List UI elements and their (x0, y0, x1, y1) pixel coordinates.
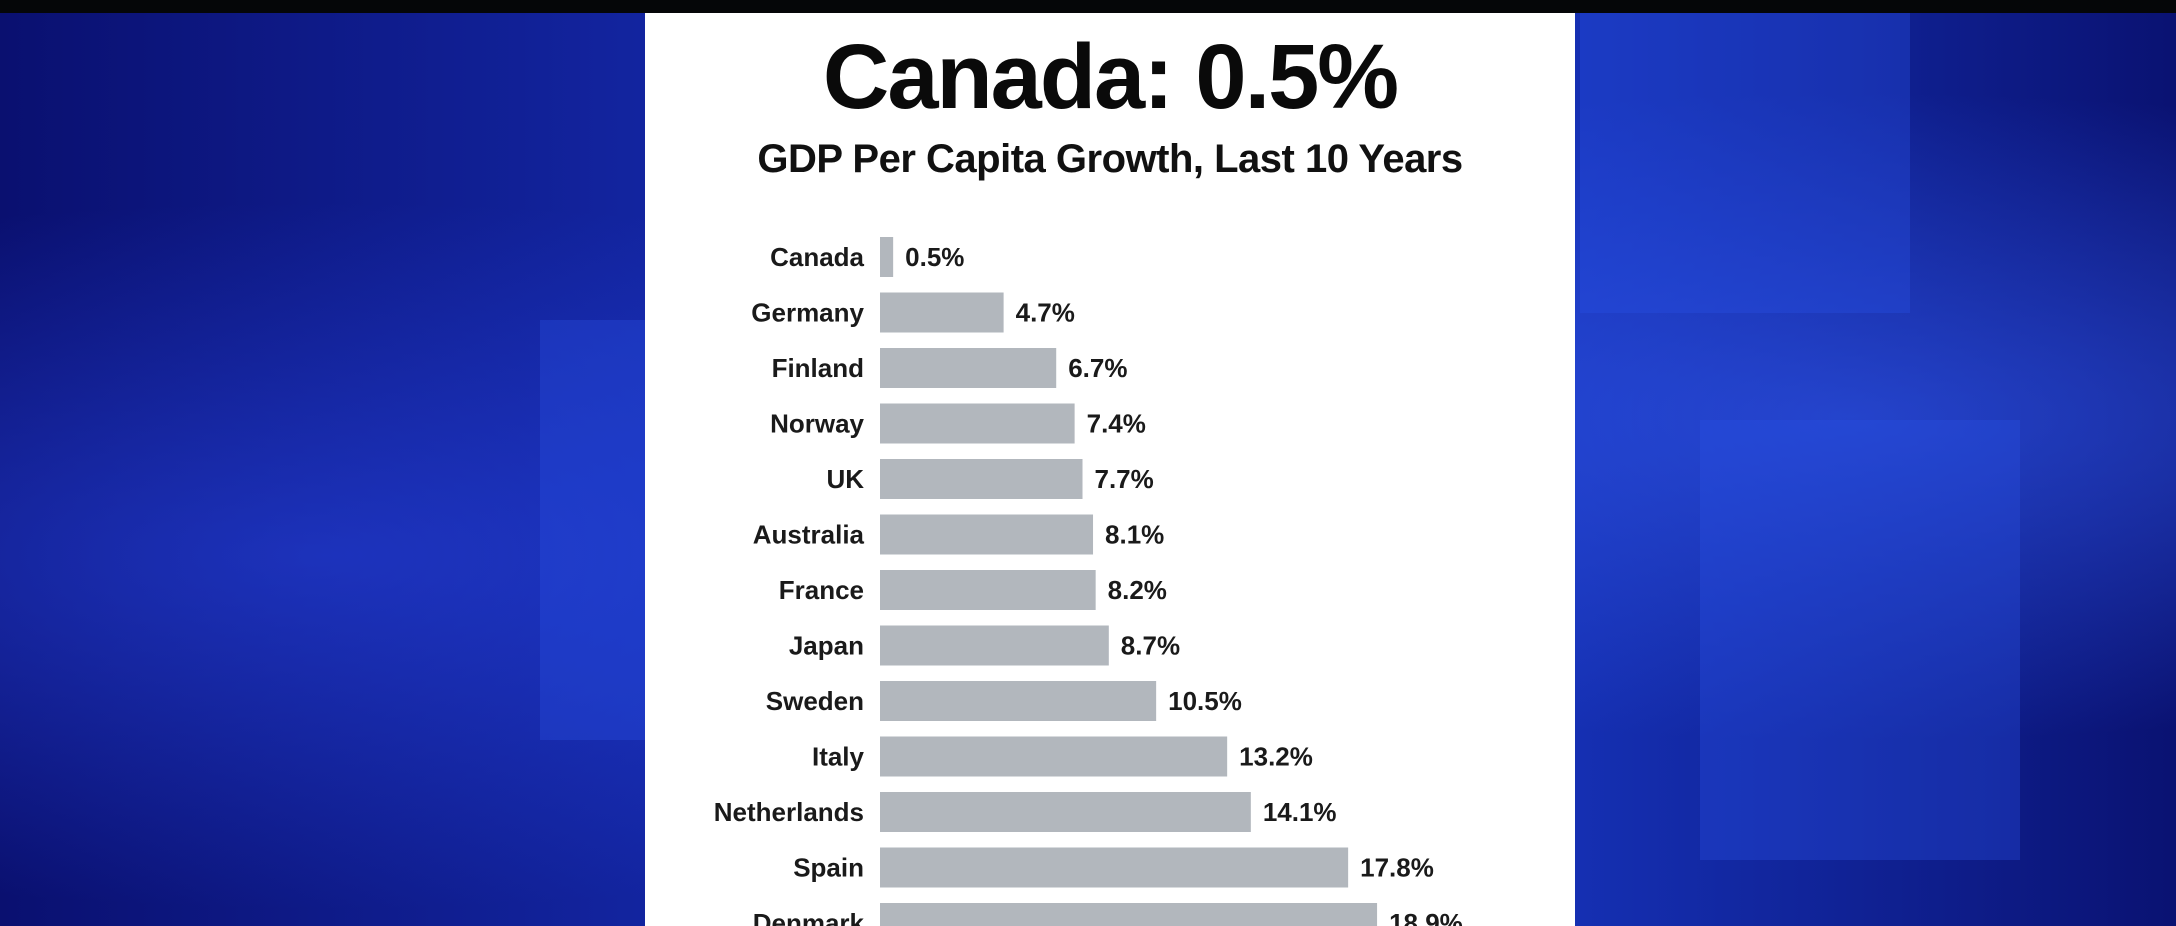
value-label: 6.7% (1068, 353, 1127, 383)
chart-subtitle: GDP Per Capita Growth, Last 10 Years (757, 137, 1463, 181)
bar (880, 459, 1083, 499)
category-label: Sweden (766, 686, 864, 716)
bar (880, 792, 1251, 832)
category-label: Japan (789, 631, 864, 661)
bar (880, 570, 1096, 610)
value-label: 8.1% (1105, 520, 1164, 550)
value-label: 0.5% (905, 242, 964, 272)
category-label: Netherlands (714, 797, 864, 827)
background-block-right-lower (1700, 420, 2020, 860)
bar (880, 292, 1004, 333)
value-label: 13.2% (1239, 742, 1313, 772)
value-label: 17.8% (1360, 853, 1434, 883)
category-label: Australia (753, 520, 865, 550)
category-label: France (779, 575, 864, 605)
value-label: 7.7% (1095, 464, 1154, 494)
value-label: 10.5% (1168, 686, 1242, 716)
background-block-right (1580, 13, 1910, 313)
category-label: Denmark (753, 908, 865, 926)
category-label: Canada (770, 242, 864, 272)
value-label: 8.7% (1121, 631, 1180, 661)
background-block-left (540, 320, 660, 740)
value-label: 4.7% (1016, 298, 1075, 328)
chart-card: Canada: 0.5% GDP Per Capita Growth, Last… (645, 13, 1575, 926)
value-label: 18.9% (1389, 908, 1463, 926)
bar (880, 625, 1109, 666)
category-label: UK (826, 464, 864, 494)
category-label: Germany (751, 298, 864, 328)
bar (880, 736, 1228, 777)
top-letterbox-bar (0, 0, 2176, 13)
bar (880, 403, 1075, 444)
category-label: Norway (770, 409, 864, 439)
value-label: 7.4% (1087, 409, 1146, 439)
bar (880, 348, 1057, 388)
value-label: 8.2% (1108, 575, 1167, 605)
bar (880, 903, 1378, 926)
bar (880, 514, 1094, 555)
category-label: Finland (772, 353, 864, 383)
bar (880, 847, 1349, 888)
value-label: 14.1% (1263, 797, 1337, 827)
bar-chart: Canada 0.5% Germany 4.7% Finland 6.7% Norway 7.… (714, 237, 1463, 926)
category-label: Italy (812, 742, 865, 772)
bar (880, 237, 894, 277)
chart-title: Canada: 0.5% (822, 26, 1399, 128)
category-label: Spain (793, 853, 864, 883)
bar (880, 681, 1157, 721)
